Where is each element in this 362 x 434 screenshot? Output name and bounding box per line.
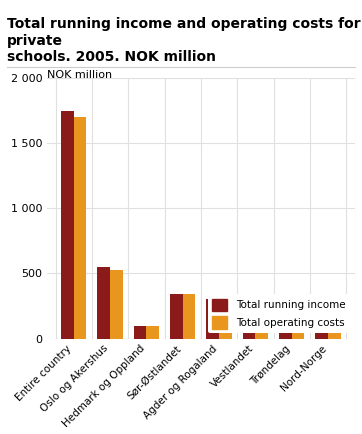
Bar [243,314,256,339]
Text: Total running income and operating costs for private
schools. 2005. NOK million: Total running income and operating costs… [7,17,361,64]
Bar [315,329,328,339]
Bar [256,315,268,339]
Bar [279,312,292,339]
Bar [292,313,304,339]
Bar [170,294,183,339]
Bar [74,117,87,339]
Bar [219,299,232,339]
Legend: Total running income, Total operating costs: Total running income, Total operating co… [208,294,350,333]
Bar [183,294,195,339]
Bar [328,329,341,339]
Bar [146,326,159,339]
Text: NOK million: NOK million [47,70,112,80]
Bar [134,326,146,339]
Bar [61,111,74,339]
Bar [206,299,219,339]
Bar [110,270,123,339]
Bar [97,267,110,339]
